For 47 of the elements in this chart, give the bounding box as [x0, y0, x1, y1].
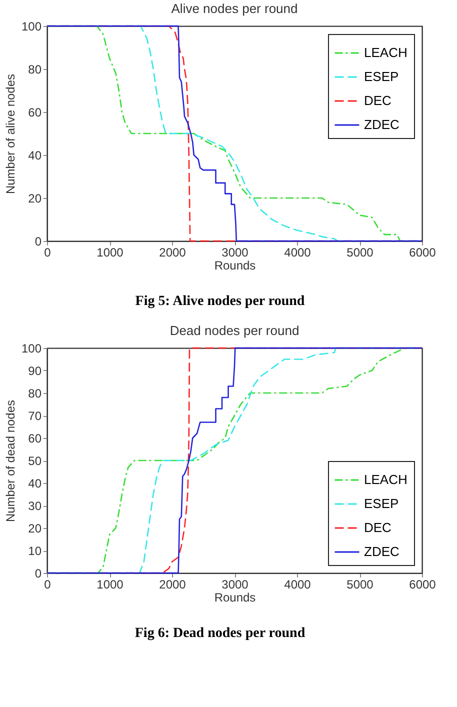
x-tick-label: 3000 — [222, 246, 249, 260]
y-tick-label: 10 — [28, 544, 42, 558]
legend-label: ZDEC — [364, 544, 400, 559]
y-tick-label: 0 — [34, 234, 42, 248]
legend-label: DEC — [364, 520, 392, 535]
caption: Fig 6: Dead nodes per round — [134, 626, 306, 642]
legend-label: LEACH — [364, 45, 408, 60]
y-tick-label: 70 — [28, 409, 42, 423]
y-tick-label: 100 — [21, 342, 42, 356]
legend-label: ESEP — [364, 496, 399, 511]
x-axis-title: Rounds — [214, 590, 256, 604]
y-tick-label: 90 — [28, 364, 42, 378]
x-axis-title: Rounds — [214, 258, 256, 272]
x-tick-label: 4000 — [284, 246, 312, 260]
y-axis-title: Number of dead nodes — [3, 400, 18, 522]
legend-label: ESEP — [364, 69, 399, 84]
y-tick-label: 20 — [28, 522, 42, 536]
legend-label: DEC — [364, 93, 392, 108]
y-tick-label: 60 — [28, 432, 42, 446]
legend-label: ZDEC — [364, 117, 400, 132]
x-tick-label: 6000 — [409, 246, 436, 260]
y-tick-label: 50 — [28, 454, 42, 468]
x-tick-label: 2000 — [159, 578, 186, 592]
x-tick-label: 2000 — [159, 246, 186, 260]
legend-label: LEACH — [364, 472, 408, 487]
y-tick-label: 40 — [28, 476, 42, 490]
y-tick-label: 100 — [21, 20, 42, 34]
x-tick-label: 4000 — [284, 578, 312, 592]
x-tick-label: 3000 — [222, 578, 249, 592]
x-tick-label: 0 — [44, 246, 52, 260]
x-tick-label: 0 — [44, 578, 52, 592]
x-tick-label: 1000 — [96, 578, 124, 592]
y-tick-label: 30 — [28, 499, 42, 513]
caption: Fig 5: Alive nodes per round — [134, 294, 306, 310]
y-tick-label: 60 — [28, 106, 42, 120]
x-tick-label: 1000 — [96, 246, 124, 260]
chart-title: Dead nodes per round — [170, 323, 300, 338]
y-tick-label: 40 — [28, 148, 42, 162]
x-tick-label: 6000 — [409, 578, 436, 592]
y-tick-label: 80 — [28, 386, 42, 400]
y-tick-label: 0 — [34, 566, 42, 580]
y-axis-title: Number of alive nodes — [3, 74, 18, 194]
y-tick-label: 80 — [28, 62, 42, 76]
y-tick-label: 20 — [28, 192, 42, 206]
x-tick-label: 5000 — [346, 246, 374, 260]
x-tick-label: 5000 — [346, 578, 374, 592]
chart-title: Alive nodes per round — [171, 1, 298, 16]
